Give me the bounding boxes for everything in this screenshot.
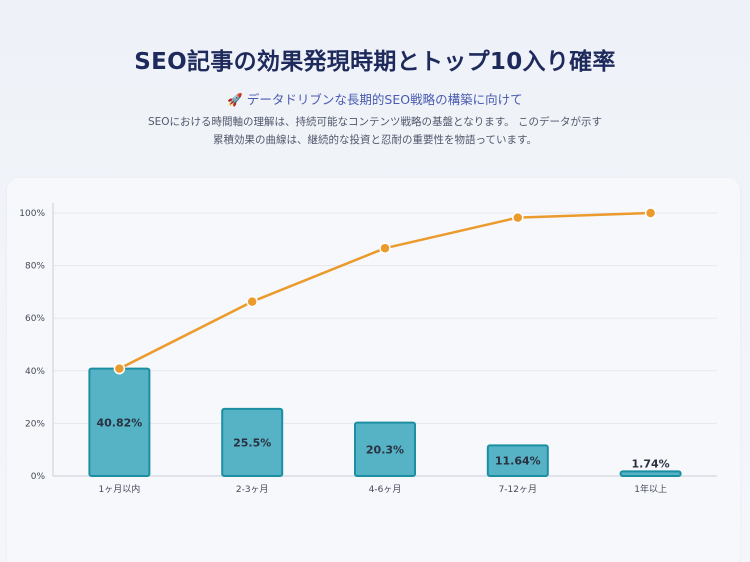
cumulative-point bbox=[644, 207, 657, 219]
y-tick-label: 40% bbox=[25, 367, 45, 377]
page-description: SEOにおける時間軸の理解は、持続可能なコンテンツ戦略の基盤となります。 このデ… bbox=[0, 113, 750, 149]
bar-value-label: 1.74% bbox=[632, 457, 670, 470]
bar bbox=[354, 421, 416, 477]
cumulative-point bbox=[113, 362, 126, 375]
description-line-1: SEOにおける時間軸の理解は、持続可能なコンテンツ戦略の基盤となります。 このデ… bbox=[147, 116, 603, 128]
description-line-2: 累積効果の曲線は、継続的な投資と忍耐の重要性を物語っています。 bbox=[213, 134, 537, 146]
x-tick-label: 4-6ヶ月 bbox=[369, 484, 402, 495]
bar-value-label: 20.3% bbox=[366, 443, 404, 456]
bar bbox=[486, 444, 549, 478]
y-tick-label: 20% bbox=[25, 419, 45, 429]
x-tick-label: 7-12ヶ月 bbox=[499, 484, 537, 495]
cumulative-point bbox=[512, 211, 524, 224]
x-tick-label: 2-3ヶ月 bbox=[236, 484, 269, 495]
page-subtitle: 🚀 データドリブンな長期的SEO戦略の構築に向けて bbox=[227, 92, 523, 107]
cumulative-line bbox=[118, 211, 651, 370]
y-tick-label: 60% bbox=[25, 314, 45, 324]
bar-value-label: 11.64% bbox=[495, 455, 541, 468]
page-title: SEO記事の効果発現時期とトップ10入り確率 bbox=[134, 49, 616, 75]
y-tick-label: 0% bbox=[31, 472, 46, 482]
bar-value-label: 25.5% bbox=[233, 436, 271, 449]
bar bbox=[619, 470, 682, 477]
y-tick-label: 80% bbox=[25, 262, 45, 272]
cumulative-point bbox=[246, 295, 258, 308]
x-tick-label: 1ヶ月以内 bbox=[99, 483, 141, 495]
bar bbox=[221, 407, 284, 477]
cumulative-point bbox=[379, 242, 391, 254]
y-tick-label: 100% bbox=[19, 209, 45, 219]
x-tick-label: 1年以上 bbox=[634, 483, 667, 495]
bar-value-label: 40.82% bbox=[96, 416, 142, 429]
